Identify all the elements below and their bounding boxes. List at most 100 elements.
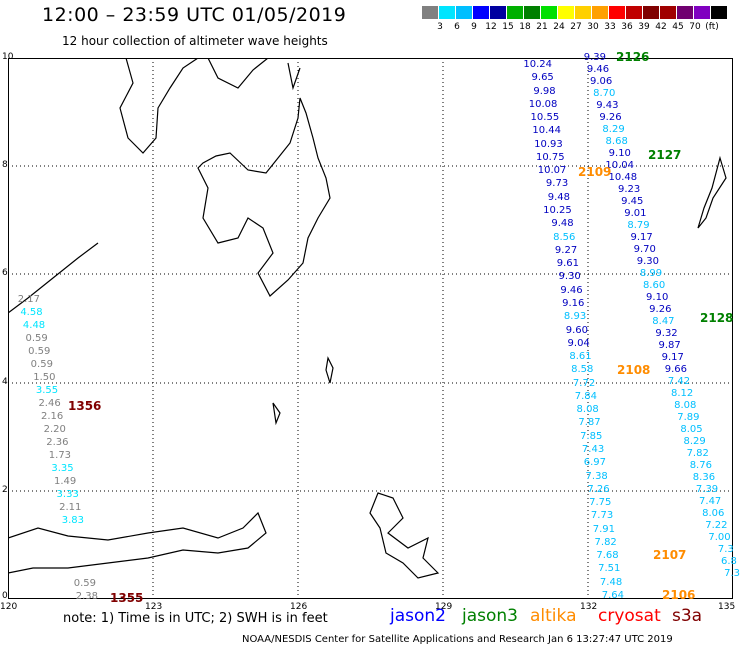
lon-tick: 126: [290, 602, 308, 612]
pass-label: 2107: [653, 548, 687, 562]
scale-swatch: [439, 6, 455, 19]
map-border: [8, 58, 733, 599]
wave-height-value: 9.46: [586, 64, 610, 75]
wave-height-value: 7.82: [686, 448, 709, 459]
wave-height-value: 0.59: [25, 333, 48, 344]
wave-height-value: 9.46: [560, 284, 583, 296]
scale-swatch: [660, 6, 676, 19]
wave-height-value: 9.65: [531, 72, 554, 84]
wave-height-value: 8.93: [563, 311, 587, 323]
wave-height-value: 9.01: [624, 208, 647, 219]
scale-label: 33: [604, 22, 616, 32]
wave-height-value: 8.99: [639, 268, 663, 279]
wave-height-value: 9.30: [636, 256, 659, 267]
wave-height-value: 7.68: [596, 550, 619, 562]
scale-swatch: [473, 6, 489, 19]
wave-height-value: 9.60: [565, 324, 588, 336]
wave-height-value: 9.17: [661, 352, 684, 363]
scale-label: 45: [672, 22, 684, 32]
wave-height-value: 10.24: [523, 59, 552, 70]
legend-cryosat: cryosat: [598, 606, 661, 626]
coast-palau: [697, 155, 727, 229]
coast-visayas-west: [119, 58, 199, 154]
wave-height-value: 7.75: [589, 497, 612, 509]
lon-tick: 129: [435, 602, 453, 612]
scale-label: 36: [621, 22, 633, 32]
scale-label: 21: [536, 22, 548, 32]
wave-height-value: 4.48: [22, 320, 46, 331]
wave-height-value: 7.42: [667, 376, 691, 387]
wave-height-value: 3.83: [61, 515, 84, 526]
wave-height-value: 7.82: [594, 536, 617, 548]
pass-label: 2109: [578, 165, 612, 179]
wave-height-value: 9.98: [533, 85, 556, 97]
wave-height-value: 7.3: [717, 544, 734, 555]
wave-height-value: 8.12: [670, 388, 694, 399]
wave-height-value: 9.16: [562, 297, 585, 309]
wave-height-value: 9.73: [545, 178, 569, 190]
wave-height-value: 9.17: [630, 232, 653, 243]
wave-height-value: 7.43: [581, 443, 605, 455]
pass-label: 2108: [617, 363, 651, 377]
wave-height-value: 9.10: [608, 148, 631, 159]
wave-height-value: 8.06: [702, 508, 725, 519]
wave-height-value: 9.61: [556, 258, 579, 270]
wave-height-value: 9.70: [633, 244, 656, 255]
scale-swatch: [507, 6, 523, 19]
scale-label: 30: [587, 22, 599, 32]
lon-tick: 132: [580, 602, 598, 612]
lon-tick: 135: [718, 602, 736, 612]
legend-jason2: jason2: [390, 606, 446, 626]
scale-label: 27: [570, 22, 582, 32]
wave-height-value: 9.45: [621, 196, 644, 207]
pass-label: 2128: [700, 311, 734, 325]
wave-height-value: 10.44: [532, 125, 561, 137]
scale-swatch: [490, 6, 506, 19]
wave-height-value: 2.20: [43, 424, 66, 435]
scale-swatch: [558, 6, 574, 19]
scale-swatch: [694, 6, 710, 19]
scale-label: 12: [485, 22, 497, 32]
scale-swatch: [592, 6, 608, 19]
wave-height-value: 1.50: [33, 372, 56, 383]
wave-height-value: 7.73: [590, 510, 614, 522]
wave-height-value: 2.36: [46, 437, 69, 448]
scale-label: 24: [553, 22, 565, 32]
wave-height-value: 2.38: [75, 591, 98, 602]
wave-height-value: 7.64: [601, 590, 624, 601]
wave-height-value: 2.11: [59, 502, 82, 513]
wave-height-value: 8.29: [602, 124, 625, 135]
wave-height-value: 9.32: [655, 328, 678, 339]
wave-height-value: 6.8: [720, 556, 737, 567]
coast-halmahera: [369, 492, 440, 579]
coast-island-2: [272, 402, 281, 426]
wave-height-value: 4.58: [20, 307, 43, 318]
scale-swatch: [677, 6, 693, 19]
pass-label: 1355: [110, 591, 144, 605]
credit-line: NOAA/NESDIS Center for Satellite Applica…: [242, 634, 673, 645]
graticule: [8, 58, 733, 599]
scale-label: 39: [638, 22, 650, 32]
wave-height-value: 9.10: [646, 292, 669, 303]
wave-height-value: 8.79: [627, 220, 650, 231]
legend-altika: altika: [530, 606, 577, 626]
coast-mindanao: [197, 97, 331, 297]
wave-height-value: 9.48: [547, 191, 570, 203]
coast-palawan: [8, 242, 99, 314]
wave-height-value: 9.39: [583, 52, 606, 63]
wave-height-value: 9.26: [649, 304, 672, 315]
scale-swatch: [609, 6, 625, 19]
wave-height-value: 7.91: [592, 523, 615, 535]
wave-height-value: 7.00: [708, 532, 731, 543]
wave-height-value: 7.48: [599, 576, 623, 588]
wave-height-value: 1.49: [53, 476, 77, 487]
wave-height-value: 0.59: [30, 359, 53, 370]
wave-height-value: 8.47: [652, 316, 675, 327]
wave-height-value: 7.38: [585, 470, 608, 482]
wave-height-value: 9.87: [658, 340, 681, 351]
lat-tick: 2: [2, 485, 8, 495]
wave-height-value: 10.55: [530, 112, 560, 124]
wave-height-value: 8.05: [680, 424, 703, 435]
map-canvas: [8, 58, 733, 599]
lat-tick: 6: [2, 268, 8, 278]
